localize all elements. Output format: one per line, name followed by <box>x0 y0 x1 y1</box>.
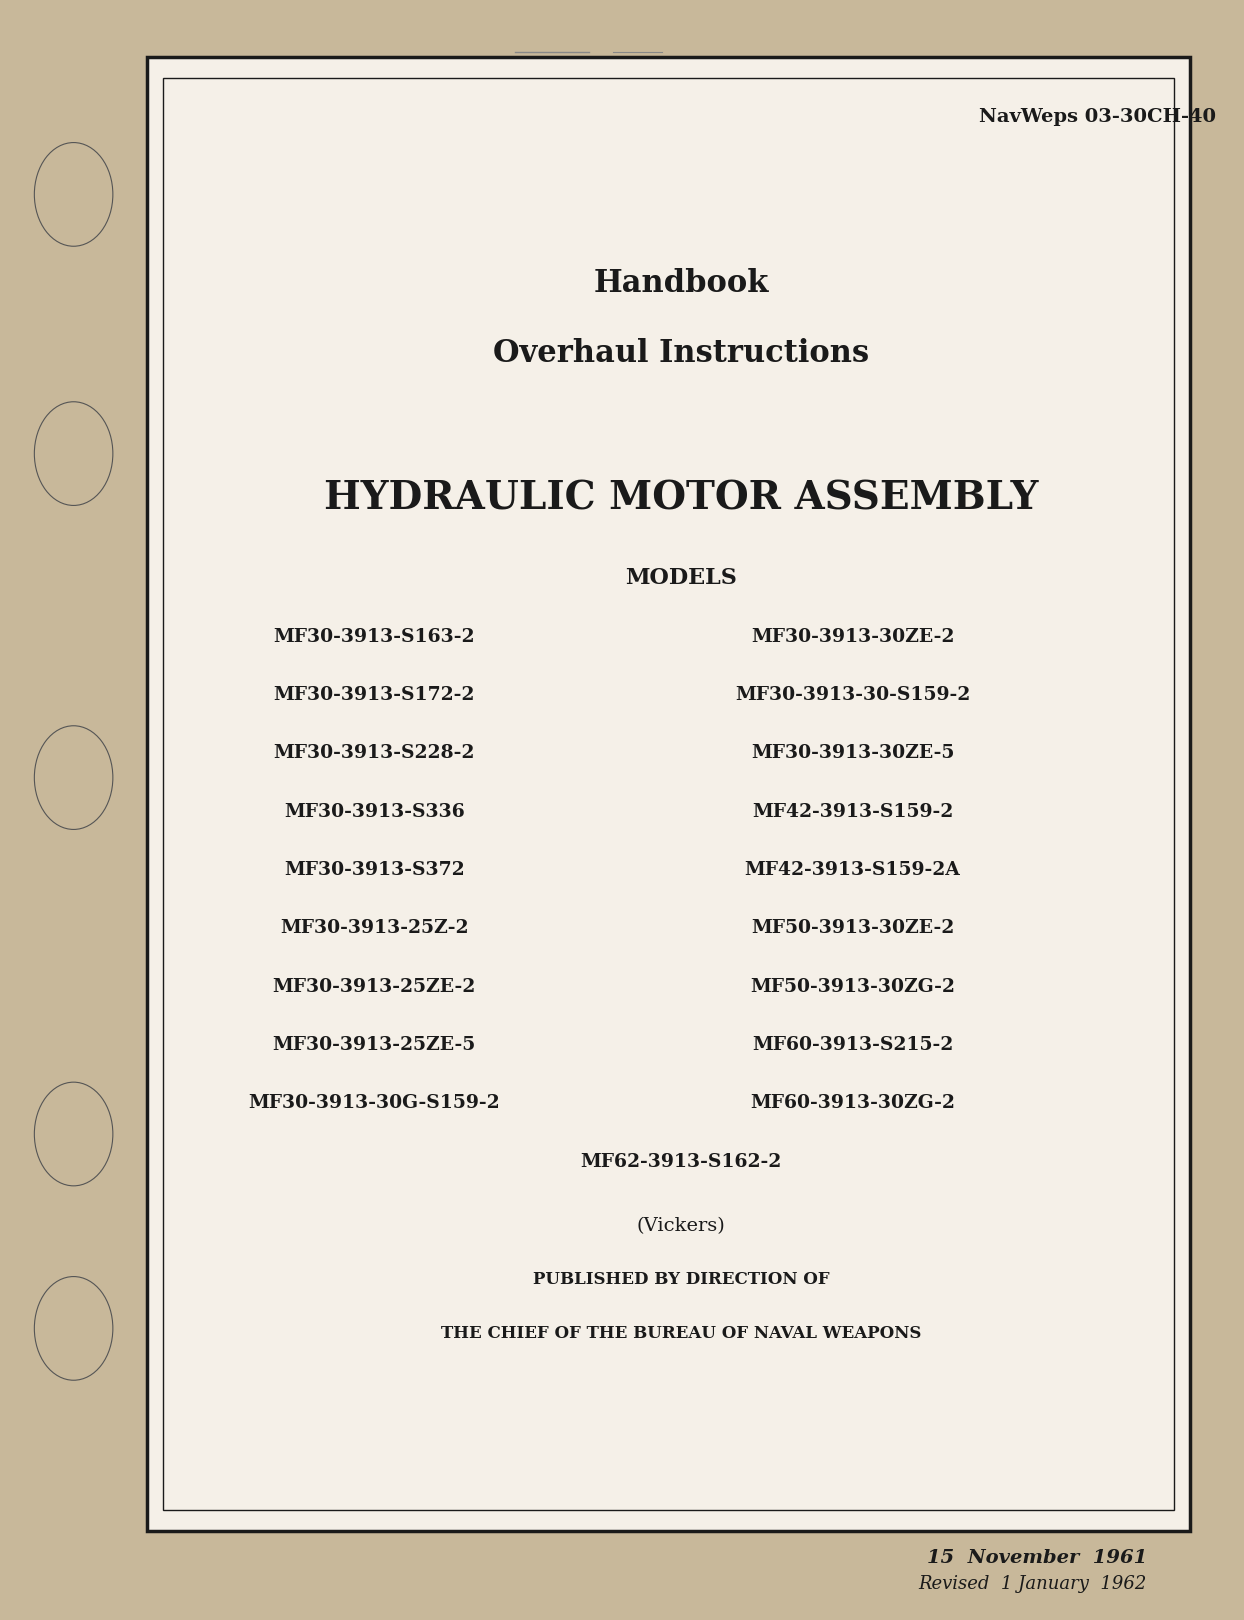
Text: NavWeps 03-30CH-40: NavWeps 03-30CH-40 <box>979 107 1217 126</box>
Text: MF30-3913-S172-2: MF30-3913-S172-2 <box>274 685 475 705</box>
Text: MF30-3913-30ZE-5: MF30-3913-30ZE-5 <box>751 744 954 763</box>
Text: MF30-3913-S163-2: MF30-3913-S163-2 <box>274 627 475 646</box>
Text: MF30-3913-30ZE-2: MF30-3913-30ZE-2 <box>751 627 954 646</box>
Text: MF30-3913-S336: MF30-3913-S336 <box>284 802 464 821</box>
Text: Revised  1 January  1962: Revised 1 January 1962 <box>918 1575 1147 1594</box>
Text: MF30-3913-25ZE-5: MF30-3913-25ZE-5 <box>272 1035 475 1055</box>
Text: MODELS: MODELS <box>624 567 736 590</box>
Text: MF42-3913-S159-2: MF42-3913-S159-2 <box>751 802 953 821</box>
Circle shape <box>35 726 113 829</box>
Text: MF30-3913-S372: MF30-3913-S372 <box>284 860 464 880</box>
Text: (Vickers): (Vickers) <box>637 1217 725 1234</box>
Bar <box>147 57 1191 1531</box>
Text: MF42-3913-S159-2A: MF42-3913-S159-2A <box>745 860 960 880</box>
Text: Overhaul Instructions: Overhaul Instructions <box>493 337 868 369</box>
Text: MF30-3913-30G-S159-2: MF30-3913-30G-S159-2 <box>249 1094 500 1113</box>
Text: HYDRAULIC MOTOR ASSEMBLY: HYDRAULIC MOTOR ASSEMBLY <box>323 480 1037 518</box>
Text: THE CHIEF OF THE BUREAU OF NAVAL WEAPONS: THE CHIEF OF THE BUREAU OF NAVAL WEAPONS <box>440 1325 921 1341</box>
Bar <box>163 78 1174 1510</box>
Text: MF30-3913-25Z-2: MF30-3913-25Z-2 <box>280 919 469 938</box>
Text: PUBLISHED BY DIRECTION OF: PUBLISHED BY DIRECTION OF <box>532 1272 830 1288</box>
Circle shape <box>35 143 113 246</box>
Text: MF62-3913-S162-2: MF62-3913-S162-2 <box>580 1152 781 1171</box>
Text: MF30-3913-30-S159-2: MF30-3913-30-S159-2 <box>735 685 970 705</box>
Text: MF50-3913-30ZE-2: MF50-3913-30ZE-2 <box>751 919 954 938</box>
Circle shape <box>35 1277 113 1380</box>
Text: MF50-3913-30ZG-2: MF50-3913-30ZG-2 <box>750 977 955 996</box>
Circle shape <box>35 402 113 505</box>
Text: MF60-3913-30ZG-2: MF60-3913-30ZG-2 <box>750 1094 955 1113</box>
Circle shape <box>35 1082 113 1186</box>
Text: MF60-3913-S215-2: MF60-3913-S215-2 <box>751 1035 953 1055</box>
Text: 15  November  1961: 15 November 1961 <box>927 1549 1147 1568</box>
Text: MF30-3913-25ZE-2: MF30-3913-25ZE-2 <box>272 977 475 996</box>
Text: MF30-3913-S228-2: MF30-3913-S228-2 <box>274 744 475 763</box>
Text: Handbook: Handbook <box>593 267 769 300</box>
